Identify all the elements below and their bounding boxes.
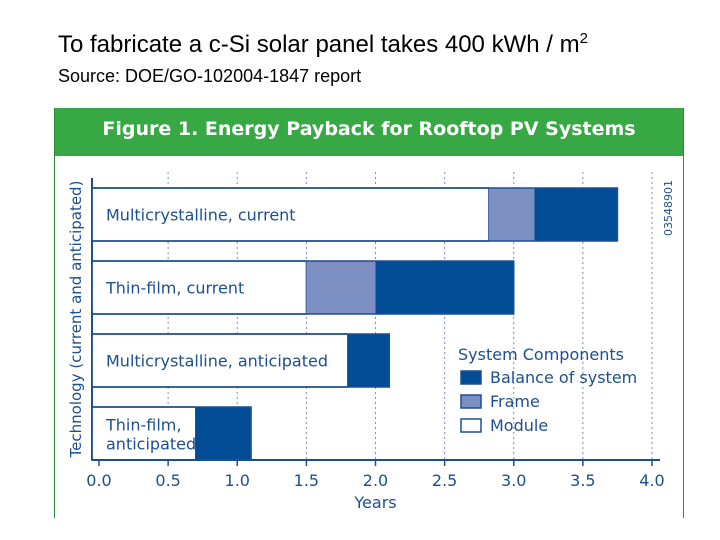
- bar-module: [91, 187, 490, 242]
- x-axis-label: Years: [353, 493, 396, 512]
- legend-swatch-frame: [460, 394, 482, 409]
- category-label: Multicrystalline, anticipated: [106, 352, 328, 371]
- category-label: Thin-film, current: [105, 279, 244, 298]
- category-label: Thin-film,: [105, 416, 181, 435]
- x-tick-label: 1.5: [294, 471, 319, 490]
- category-label: anticipated: [106, 435, 196, 454]
- chart-svg: Technology (current and anticipated) Mult…: [67, 172, 675, 512]
- x-tick-label: 0.0: [86, 471, 111, 490]
- x-tick-label: 1.0: [225, 471, 250, 490]
- bar-outline: [91, 333, 391, 388]
- x-tick-label: 0.5: [155, 471, 180, 490]
- bar-balance-of-system: [347, 334, 390, 387]
- legend-title: System Components: [458, 345, 624, 364]
- legend-label-balance-of-system: Balance of system: [490, 368, 637, 387]
- bar-outline: [91, 187, 619, 242]
- slide-title-text: To fabricate a c-Si solar panel takes 40…: [58, 31, 580, 58]
- slide-title-superscript: 2: [579, 30, 588, 47]
- bar-balance-of-system: [534, 188, 618, 241]
- x-tick-label: 4.0: [639, 471, 664, 490]
- bar-frame: [306, 261, 376, 314]
- slide-subtitle: Source: DOE/GO-102004-1847 report: [58, 66, 362, 86]
- chart-title: Figure 1. Energy Payback for Rooftop PV …: [102, 118, 636, 140]
- bar-outline: [91, 260, 515, 315]
- legend-swatch-balance-of-system: [460, 370, 482, 385]
- figure-panel: Technology (current and anticipated) Mult…: [54, 108, 684, 518]
- y-axis-label: Technology (current and anticipated): [67, 181, 85, 459]
- legend-swatch-module: [460, 418, 482, 433]
- legend-label-module: Module: [490, 416, 548, 435]
- x-tick-label: 3.0: [501, 471, 526, 490]
- x-tick-label: 3.5: [570, 471, 595, 490]
- slide-title: To fabricate a c-Si solar panel takes 40…: [58, 30, 588, 59]
- figure-header: Figure 1. Energy Payback for Rooftop PV …: [55, 108, 683, 156]
- x-tick-label: 2.5: [432, 471, 457, 490]
- legend-label-frame: Frame: [490, 392, 540, 411]
- bar-balance-of-system: [375, 261, 514, 314]
- x-tick-label: 2.0: [363, 471, 388, 490]
- figure-code: 03548901: [662, 180, 675, 236]
- bar-frame: [488, 188, 535, 241]
- category-label: Multicrystalline, current: [106, 206, 296, 225]
- bar-balance-of-system: [195, 407, 252, 460]
